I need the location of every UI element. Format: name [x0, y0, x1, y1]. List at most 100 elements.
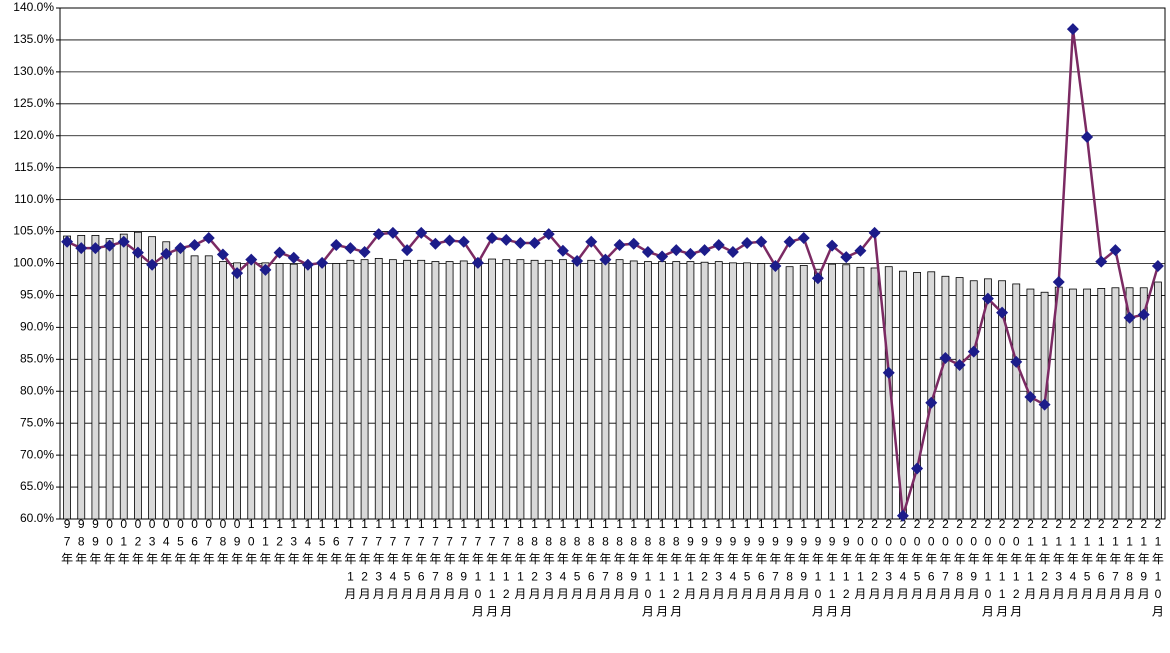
marker	[89, 242, 102, 255]
marker	[216, 248, 229, 261]
marker	[514, 237, 527, 250]
bar	[219, 261, 227, 520]
marker	[301, 258, 314, 271]
bar	[587, 259, 596, 520]
bar	[502, 259, 511, 520]
marker	[698, 244, 711, 257]
bar	[799, 265, 808, 520]
marker	[344, 242, 357, 255]
marker	[1137, 308, 1150, 321]
bar	[941, 275, 950, 520]
bar	[644, 261, 652, 520]
marker	[443, 234, 456, 247]
bar	[134, 231, 142, 520]
y-tick-label: 110.0%	[14, 192, 54, 206]
bar	[828, 263, 836, 520]
marker	[996, 306, 1009, 319]
y-tick-label: 115.0%	[14, 160, 54, 174]
bar	[615, 259, 624, 520]
bar	[757, 263, 766, 520]
bar	[233, 262, 241, 520]
bar	[148, 236, 156, 520]
bar	[998, 280, 1006, 520]
bar	[601, 259, 610, 520]
marker	[811, 272, 824, 285]
bar	[1012, 283, 1021, 520]
marker	[75, 242, 88, 255]
bar	[488, 258, 496, 520]
marker	[571, 254, 584, 267]
bar	[658, 261, 666, 520]
bar	[1125, 287, 1134, 520]
marker	[386, 226, 399, 239]
bar	[346, 259, 355, 520]
marker	[471, 256, 484, 269]
marker	[741, 237, 754, 250]
bar	[417, 259, 426, 520]
marker	[641, 246, 654, 259]
marker	[1038, 398, 1051, 411]
bar	[162, 241, 171, 520]
bar	[700, 261, 709, 520]
bar	[729, 262, 737, 520]
bar	[856, 266, 865, 520]
bar	[318, 263, 326, 520]
marker	[103, 239, 116, 252]
y-tick-label: 105.0%	[13, 224, 54, 238]
bar	[544, 259, 553, 520]
marker	[372, 228, 385, 241]
bar	[1069, 288, 1077, 520]
bar	[870, 267, 879, 520]
y-tick-label: 70.0%	[20, 447, 54, 461]
marker	[882, 366, 895, 379]
marker	[188, 238, 201, 251]
bar	[1083, 288, 1091, 520]
y-tick-label: 80.0%	[20, 383, 54, 397]
bar	[360, 259, 369, 520]
bar	[573, 260, 581, 520]
marker	[925, 396, 938, 409]
bar	[1097, 288, 1106, 520]
marker	[401, 244, 414, 257]
y-tick-label: 135.0%	[13, 32, 54, 46]
bar	[785, 266, 794, 520]
bar	[105, 238, 114, 520]
y-tick-label: 130.0%	[13, 64, 54, 78]
marker	[1066, 23, 1079, 36]
marker	[613, 238, 626, 251]
bar	[304, 263, 312, 520]
bar	[445, 261, 454, 520]
marker	[1081, 131, 1094, 144]
marker	[783, 235, 796, 248]
marker	[769, 260, 782, 273]
